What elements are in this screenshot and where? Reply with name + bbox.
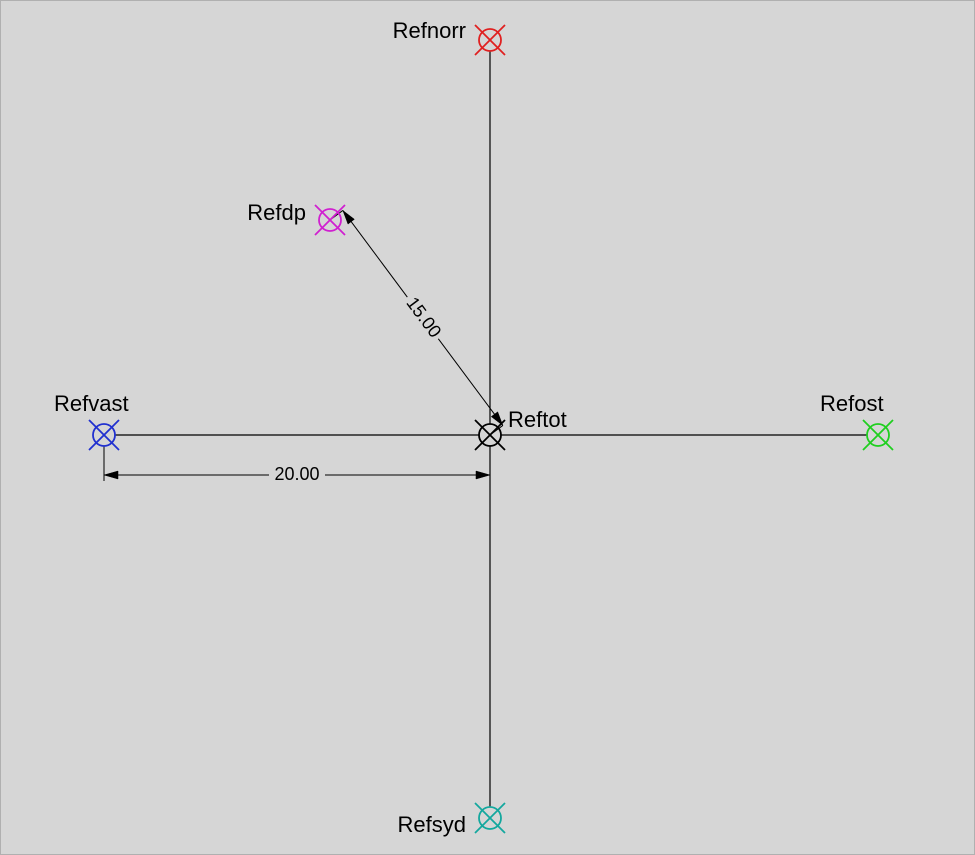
label-refost: Refost: [820, 391, 884, 416]
dim-h-label: 20.00: [274, 464, 319, 484]
label-reftot: Reftot: [508, 407, 567, 432]
label-refvast: Refvast: [54, 391, 129, 416]
label-refsyd: Refsyd: [398, 812, 466, 837]
canvas-background: [1, 1, 975, 855]
node-refsyd: [475, 803, 505, 833]
node-refnorr: [475, 25, 505, 55]
label-refdp: Refdp: [247, 200, 306, 225]
node-refost: [863, 420, 893, 450]
node-reftot: [475, 420, 505, 450]
node-refvast: [89, 420, 119, 450]
node-refdp: [315, 205, 345, 235]
label-refnorr: Refnorr: [393, 18, 466, 43]
